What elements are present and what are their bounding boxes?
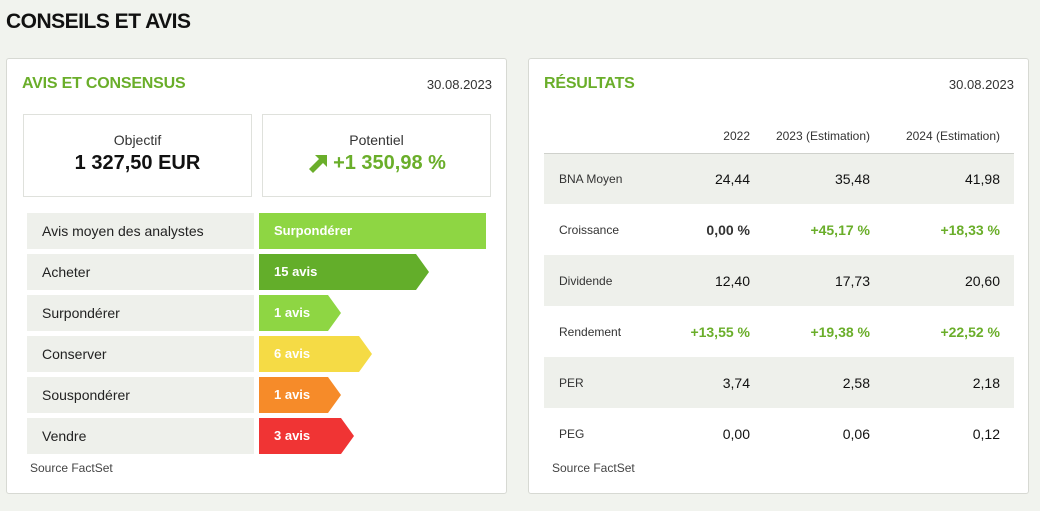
consensus-date: 30.08.2023 (426, 77, 492, 92)
column-header: 2022 (664, 119, 764, 154)
page-title: CONSEILS ET AVIS (6, 10, 191, 33)
table-cell: +19,38 % (810, 323, 870, 340)
rating-bar-vendre: 3 avis (259, 418, 354, 454)
row-label: Rendement (559, 324, 622, 339)
consensus-title: AVIS ET CONSENSUS (22, 75, 186, 92)
rating-label: Surpondérer (27, 295, 254, 331)
results-title: RÉSULTATS (544, 75, 635, 92)
table-cell: 20,60 (884, 255, 1014, 306)
table-row: PEG 0,00 0,06 0,12 (544, 408, 1014, 459)
potentiel-value-wrap: +1 350,98 % (263, 152, 490, 175)
table-cell: 0,12 (972, 425, 1000, 442)
row-label: PER (544, 357, 664, 408)
row-label: Croissance (559, 222, 620, 237)
table-cell: 41,98 (884, 153, 1014, 204)
rating-row-souspondérer: Souspondérer 1 avis (27, 377, 487, 413)
rating-label: Conserver (27, 336, 254, 372)
table-cell: +22,52 % (940, 323, 1000, 340)
table-row: Rendement +13,55 % +19,38 % +22,52 % (544, 306, 1014, 357)
results-source: Source FactSet (552, 461, 635, 475)
table-cell: 0,00 % (706, 221, 750, 238)
row-label: PEG (559, 426, 585, 441)
rating-bar-conserver: 6 avis (259, 336, 372, 372)
potentiel-value: +1 350,98 % (333, 152, 446, 174)
potentiel-card: Potentiel +1 350,98 % (262, 114, 491, 197)
table-cell: 35,48 (764, 153, 884, 204)
rating-row-conserver: Conserver 6 avis (27, 336, 487, 372)
rating-bar-souspondérer: 1 avis (259, 377, 341, 413)
table-cell: 24,44 (664, 153, 764, 204)
rating-label: Vendre (27, 418, 254, 454)
rating-row-average: Avis moyen des analystes Surpondérer (27, 213, 487, 249)
column-header: 2023 (Estimation) (764, 119, 884, 154)
results-panel: RÉSULTATS 30.08.2023 2022 2023 (Estimati… (528, 58, 1029, 494)
table-cell: 3,74 (664, 357, 764, 408)
rating-label: Souspondérer (27, 377, 254, 413)
table-row: BNA Moyen 24,44 35,48 41,98 (544, 153, 1014, 204)
row-label: BNA Moyen (544, 153, 664, 204)
column-header (544, 119, 664, 154)
rating-row-acheter: Acheter 15 avis (27, 254, 487, 290)
objectif-card: Objectif 1 327,50 EUR (23, 114, 252, 197)
rating-row-surponderer: Surpondérer 1 avis (27, 295, 487, 331)
rating-label: Avis moyen des analystes (27, 213, 254, 249)
table-header-row: 2022 2023 (Estimation) 2024 (Estimation) (544, 119, 1014, 154)
rating-row-vendre: Vendre 3 avis (27, 418, 487, 454)
table-row: Croissance 0,00 % +45,17 % +18,33 % (544, 204, 1014, 255)
rating-bar-average: Surpondérer (259, 213, 486, 249)
table-cell: +18,33 % (940, 221, 1000, 238)
results-table: 2022 2023 (Estimation) 2024 (Estimation)… (544, 119, 1014, 459)
row-label: Dividende (544, 255, 664, 306)
rating-bar-acheter: 15 avis (259, 254, 429, 290)
arrow-up-right-icon (309, 154, 328, 173)
table-cell: 0,00 (722, 425, 750, 442)
rating-bar-surponderer: 1 avis (259, 295, 341, 331)
table-cell: 2,18 (884, 357, 1014, 408)
consensus-panel: AVIS ET CONSENSUS 30.08.2023 Objectif 1 … (6, 58, 507, 494)
table-cell: +13,55 % (690, 323, 750, 340)
rating-label: Acheter (27, 254, 254, 290)
table-row: Dividende 12,40 17,73 20,60 (544, 255, 1014, 306)
table-cell: 2,58 (764, 357, 884, 408)
table-cell: 12,40 (664, 255, 764, 306)
column-header: 2024 (Estimation) (884, 119, 1014, 154)
table-cell: 17,73 (764, 255, 884, 306)
objectif-label: Objectif (113, 132, 162, 148)
table-cell: 0,06 (842, 425, 870, 442)
potentiel-label: Potentiel (349, 132, 404, 148)
results-date: 30.08.2023 (948, 77, 1014, 92)
objectif-value: 1 327,50 EUR (74, 152, 201, 174)
consensus-source: Source FactSet (30, 461, 113, 475)
table-row: PER 3,74 2,58 2,18 (544, 357, 1014, 408)
table-cell: +45,17 % (810, 221, 870, 238)
